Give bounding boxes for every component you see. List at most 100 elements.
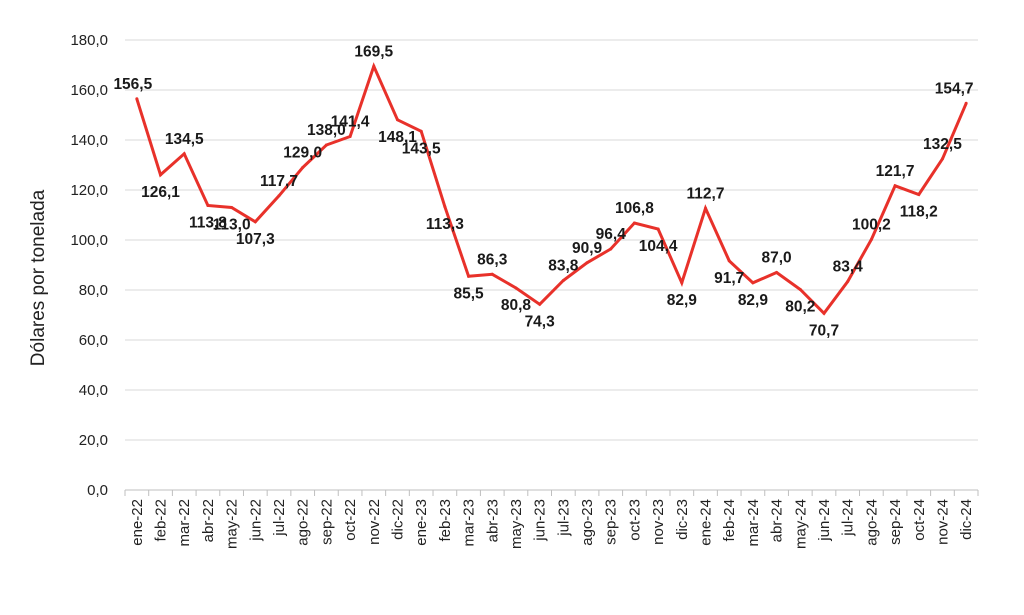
x-tick-label: jul-23 (555, 499, 572, 537)
x-tick-label: may-24 (792, 499, 809, 549)
data-label: 74,3 (525, 313, 556, 330)
series-line (135, 62, 968, 316)
data-label: 121,7 (876, 163, 915, 180)
x-tick-label: ago-24 (863, 499, 880, 546)
data-label: 104,4 (639, 238, 678, 255)
data-point (632, 221, 636, 225)
data-point (206, 204, 210, 207)
x-tick-label: ene-24 (698, 499, 715, 546)
x-tick-label: mar-23 (461, 499, 478, 547)
data-label: 126,1 (141, 184, 180, 201)
x-axis-ticks: ene-22 feb-22 mar-22 abr-22 may-22 jun-22 jul-… (124, 490, 979, 549)
data-label: 141,4 (331, 114, 370, 131)
x-tick-label: ago-22 (295, 499, 312, 546)
x-tick-label: dic-22 (389, 499, 406, 540)
x-tick-label: feb-22 (153, 499, 170, 542)
y-tick-label: 40,0 (79, 382, 108, 399)
data-label: 82,9 (738, 292, 769, 309)
x-tick-label: dic-24 (958, 499, 975, 540)
data-point (135, 97, 139, 101)
x-tick-label: jun-24 (816, 499, 833, 542)
data-point (324, 143, 328, 147)
data-label: 112,7 (687, 185, 725, 202)
x-tick-label: feb-24 (721, 499, 738, 542)
data-label: 90,9 (572, 240, 603, 257)
data-point (182, 152, 186, 156)
data-label: 148,1 (378, 129, 417, 146)
x-tick-label: may-23 (508, 499, 525, 549)
y-tick-label: 120,0 (70, 182, 108, 199)
grid-lines (125, 39, 978, 491)
data-point (680, 281, 684, 285)
data-point (893, 184, 897, 188)
x-tick-label: abr-22 (200, 499, 217, 542)
x-tick-label: ene-23 (413, 499, 430, 546)
x-tick-label: nov-24 (934, 499, 951, 545)
x-tick-label: sep-22 (318, 499, 335, 545)
data-label: 169,5 (354, 43, 393, 60)
data-point (751, 281, 755, 285)
x-tick-label: abr-24 (769, 499, 786, 542)
y-tick-label: 80,0 (79, 282, 108, 299)
data-label: 117,7 (260, 173, 298, 190)
data-point (704, 206, 708, 210)
data-point (230, 206, 234, 209)
data-label: 80,2 (785, 299, 815, 316)
data-label: 86,3 (477, 251, 508, 268)
y-tick-label: 100,0 (70, 232, 108, 249)
data-point (514, 286, 518, 290)
series-line-group (135, 62, 968, 316)
y-tick-label: 140,0 (70, 132, 108, 149)
data-point (348, 135, 352, 138)
data-point (798, 288, 802, 291)
data-point (419, 129, 423, 133)
data-point (561, 279, 565, 282)
data-label: 138,0 (307, 122, 346, 139)
x-tick-label: mar-22 (176, 499, 193, 547)
data-point (775, 271, 779, 274)
x-tick-label: sep-24 (887, 499, 904, 545)
x-tick-label: feb-23 (437, 499, 454, 542)
data-point (964, 101, 968, 105)
data-label: 113,3 (426, 216, 464, 233)
data-point (277, 194, 281, 198)
data-label: 113,0 (213, 217, 251, 234)
y-tick-label: 60,0 (79, 332, 108, 349)
data-label: 106,8 (615, 200, 654, 217)
data-point (585, 261, 589, 265)
data-point (940, 157, 944, 161)
data-label: 91,7 (714, 270, 744, 287)
data-label: 132,5 (923, 136, 962, 153)
data-point (301, 166, 305, 169)
x-tick-label: ene-22 (129, 499, 146, 546)
data-label: 82,9 (667, 292, 698, 309)
y-tick-label: 160,0 (70, 82, 108, 99)
data-label: 113,8 (189, 215, 227, 232)
data-label: 134,5 (165, 131, 204, 148)
data-label: 85,5 (453, 285, 484, 302)
data-point (869, 238, 873, 241)
data-label: 154,7 (935, 80, 974, 97)
x-tick-label: sep-23 (603, 499, 620, 545)
x-tick-label: abr-23 (484, 499, 501, 542)
data-point (159, 173, 163, 177)
y-tick-label: 180,0 (70, 32, 108, 49)
y-tick-label: 0,0 (87, 482, 108, 499)
data-point (846, 280, 850, 283)
data-label: 107,3 (236, 231, 275, 248)
x-tick-label: jul-24 (840, 499, 857, 537)
x-tick-label: oct-22 (342, 499, 359, 541)
x-tick-label: oct-24 (911, 499, 928, 541)
data-label: 87,0 (762, 250, 792, 267)
data-point (372, 64, 376, 68)
x-tick-label: jun-23 (532, 499, 549, 542)
data-label: 118,2 (900, 204, 938, 221)
data-label: 96,4 (596, 226, 627, 243)
data-label: 80,8 (501, 297, 532, 314)
data-point (727, 259, 731, 263)
data-point (253, 220, 257, 224)
x-tick-label: nov-23 (650, 499, 667, 545)
